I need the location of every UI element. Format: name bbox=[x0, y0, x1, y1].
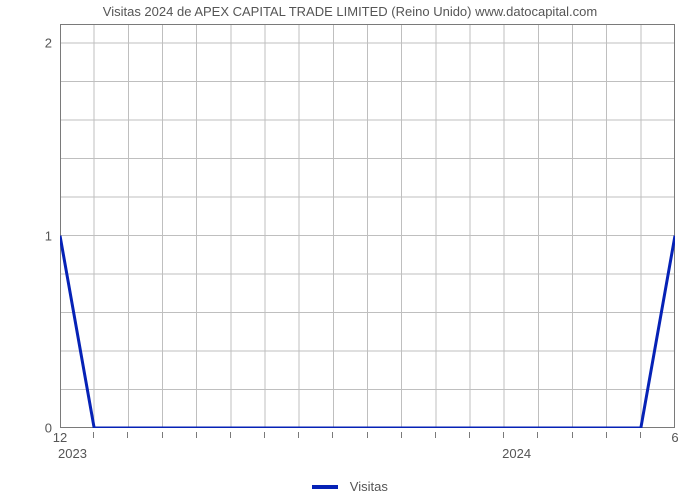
x-minor-tick bbox=[230, 432, 231, 438]
x-minor-tick bbox=[162, 432, 163, 438]
x-minor-tick bbox=[469, 432, 470, 438]
x-tick-label: 12 bbox=[45, 430, 75, 445]
plot-area bbox=[60, 24, 675, 428]
legend-label: Visitas bbox=[350, 479, 388, 494]
x-minor-tick bbox=[572, 432, 573, 438]
y-tick-label: 1 bbox=[12, 228, 52, 243]
line-chart-svg bbox=[60, 24, 675, 428]
x-minor-tick bbox=[640, 432, 641, 438]
legend: Visitas bbox=[0, 478, 700, 494]
x-minor-tick bbox=[606, 432, 607, 438]
chart-container: Visitas 2024 de APEX CAPITAL TRADE LIMIT… bbox=[0, 0, 700, 500]
x-minor-tick bbox=[127, 432, 128, 438]
y-tick-label: 2 bbox=[12, 36, 52, 51]
x-minor-tick bbox=[367, 432, 368, 438]
x-minor-tick bbox=[332, 432, 333, 438]
chart-title: Visitas 2024 de APEX CAPITAL TRADE LIMIT… bbox=[0, 4, 700, 19]
x-year-label: 2023 bbox=[58, 446, 87, 461]
x-minor-tick bbox=[435, 432, 436, 438]
x-minor-tick bbox=[298, 432, 299, 438]
x-minor-tick bbox=[196, 432, 197, 438]
x-minor-tick bbox=[93, 432, 94, 438]
legend-swatch bbox=[312, 485, 338, 489]
x-minor-tick bbox=[401, 432, 402, 438]
x-year-label: 2024 bbox=[502, 446, 531, 461]
x-minor-tick bbox=[537, 432, 538, 438]
x-minor-tick bbox=[503, 432, 504, 438]
x-minor-tick bbox=[264, 432, 265, 438]
x-tick-label: 6 bbox=[660, 430, 690, 445]
